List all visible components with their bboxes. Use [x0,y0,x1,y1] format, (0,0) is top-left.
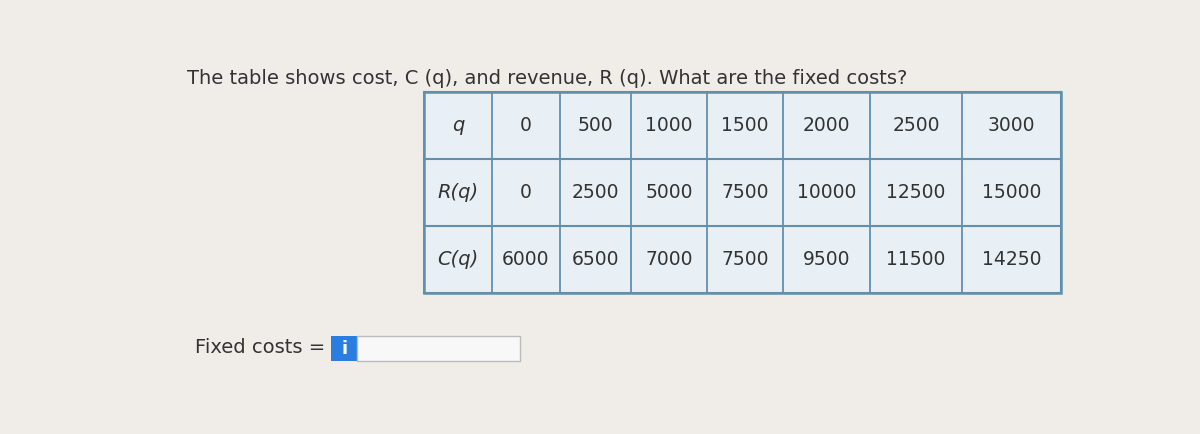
Text: 0: 0 [520,116,532,135]
Text: 7000: 7000 [646,250,692,269]
Text: q: q [452,116,464,135]
Text: R(q): R(q) [438,183,479,202]
Text: 9500: 9500 [803,250,851,269]
Text: i: i [341,340,348,358]
Text: 2000: 2000 [803,116,851,135]
Text: 11500: 11500 [887,250,946,269]
Text: 0: 0 [520,183,532,202]
Text: 12500: 12500 [887,183,946,202]
Text: The table shows cost, C (q), and revenue, R (q). What are the fixed costs?: The table shows cost, C (q), and revenue… [187,69,907,88]
Text: 5000: 5000 [646,183,692,202]
Text: 2500: 2500 [572,183,619,202]
Text: 15000: 15000 [982,183,1042,202]
Text: 500: 500 [577,116,613,135]
Text: 6500: 6500 [572,250,619,269]
Text: 7500: 7500 [721,183,769,202]
Text: C(q): C(q) [438,250,479,269]
Text: 2500: 2500 [893,116,940,135]
Text: 14250: 14250 [982,250,1042,269]
Text: 1500: 1500 [721,116,769,135]
Text: 7500: 7500 [721,250,769,269]
Bar [331,336,358,361]
Text: 1000: 1000 [646,116,692,135]
Bar [358,336,520,361]
Text: 10000: 10000 [797,183,856,202]
Text: 6000: 6000 [502,250,550,269]
Text: Fixed costs =: Fixed costs = [194,339,325,357]
Text: 3000: 3000 [988,116,1036,135]
